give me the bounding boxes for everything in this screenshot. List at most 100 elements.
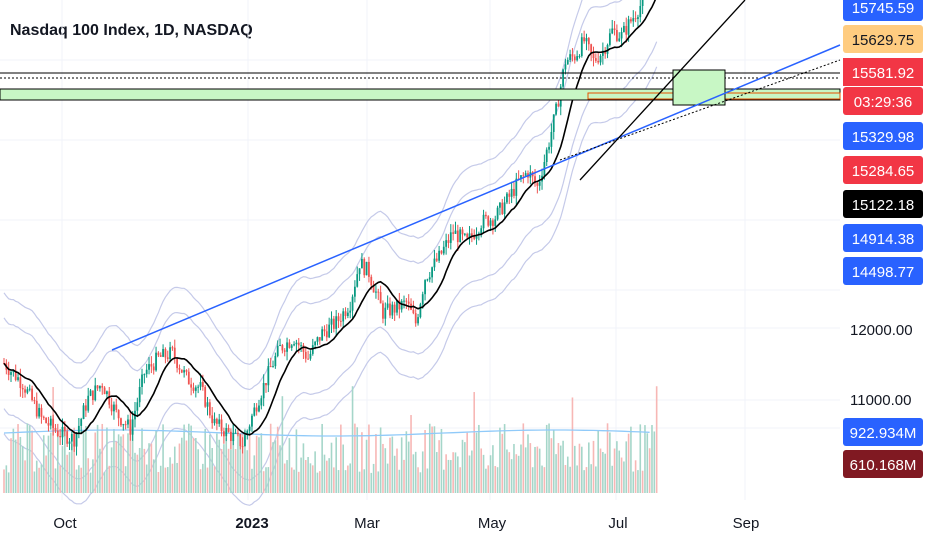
volume-bar — [248, 434, 251, 493]
candle-body — [213, 418, 216, 424]
candle-body — [157, 352, 160, 356]
candle-body — [66, 431, 69, 444]
volume-bar — [24, 460, 26, 493]
volume-bar — [26, 423, 29, 493]
price-tag — [843, 156, 923, 184]
volume-bar — [31, 430, 33, 493]
candle-body — [129, 419, 132, 435]
candle-body — [552, 114, 555, 132]
candle-body — [400, 301, 403, 310]
volume-bar — [386, 463, 389, 493]
volume-bar — [304, 460, 307, 493]
candle-body — [623, 25, 625, 33]
candle-body — [569, 54, 572, 60]
candle-body — [314, 341, 317, 346]
candle-body — [576, 56, 579, 61]
volume-bar — [265, 467, 267, 493]
volume-bar — [487, 465, 490, 493]
volume-bar — [302, 443, 305, 493]
candle-body — [379, 292, 382, 304]
price-tags: 15745.59 15629.75 15581.92 03:29:36 15329.98… — [843, 0, 923, 478]
volume-bar — [17, 424, 19, 493]
candle-body — [550, 131, 553, 147]
candle-body — [508, 193, 511, 197]
volume-bar — [101, 423, 104, 493]
volume-bar — [227, 448, 230, 493]
volume-bar — [211, 448, 213, 493]
candle-body — [183, 370, 186, 373]
volume-bar — [330, 442, 333, 493]
candle-body — [585, 38, 588, 42]
candle-body — [398, 300, 401, 310]
candle-body — [468, 233, 471, 238]
candle-body — [417, 317, 419, 324]
volume-bar — [99, 448, 101, 493]
chart-title: Nasdaq 100 Index, 1D, NASDAQ — [10, 22, 253, 39]
candle-body — [484, 214, 487, 217]
volume-bar — [559, 445, 562, 493]
candle-body — [590, 44, 593, 54]
volume-bar — [239, 434, 242, 493]
volume-bar — [375, 434, 377, 493]
candle-body — [138, 387, 141, 403]
candles — [3, 0, 644, 456]
candle-body — [164, 348, 167, 358]
price-tag — [843, 58, 923, 86]
volume-bar — [85, 425, 87, 493]
candle-body — [580, 37, 583, 57]
candle-body — [494, 219, 497, 226]
candle-body — [77, 425, 80, 433]
y-axis: 12000.00 11000.00 — [850, 322, 913, 409]
volume-bar — [478, 424, 480, 493]
candle-body — [463, 233, 466, 235]
volume-bar — [52, 387, 54, 493]
price-tag-label: 15122.18 — [852, 197, 915, 214]
volume-bar — [333, 467, 335, 493]
price-tag-label: 15745.59 — [852, 0, 915, 17]
volume-bar — [326, 460, 328, 493]
candle-body — [506, 193, 508, 203]
volume-bar — [480, 448, 483, 493]
price-tag-label: 03:29:36 — [854, 94, 912, 111]
candle-body — [386, 303, 389, 308]
volume-bar — [159, 465, 162, 493]
candle-body — [234, 432, 237, 434]
price-tag-label: 610.168M — [850, 457, 917, 474]
candle-body — [487, 216, 490, 226]
candle-body — [14, 370, 17, 380]
volume-bar — [426, 468, 429, 493]
volume-bar — [396, 448, 398, 493]
volume-bar — [489, 455, 492, 493]
candle-body — [344, 311, 347, 316]
candle-body — [545, 149, 548, 162]
volume-bar — [232, 424, 235, 493]
candle-body — [534, 176, 536, 184]
candle-body — [208, 402, 211, 416]
volume-bar — [73, 427, 75, 493]
volume-bar — [644, 425, 646, 493]
candle-body — [204, 386, 207, 407]
candle-body — [321, 329, 324, 341]
candle-body — [513, 188, 515, 196]
volume-bar — [573, 445, 576, 493]
candle-body — [99, 385, 101, 389]
volume-bar — [316, 472, 319, 493]
volume-bar — [66, 454, 68, 493]
candle-body — [332, 318, 335, 329]
volume-bar — [503, 424, 506, 493]
volume-bar — [344, 470, 347, 493]
candle-body — [230, 431, 232, 442]
volume-bar — [169, 457, 171, 493]
volume-bar — [61, 446, 64, 493]
candle-body — [38, 407, 40, 417]
candle-body — [318, 337, 321, 341]
candle-body — [148, 364, 150, 370]
volume-bar — [438, 440, 440, 493]
volume-bar — [244, 428, 246, 493]
volume-bar — [225, 437, 228, 493]
volume-bar — [204, 428, 206, 493]
candle-body — [583, 37, 586, 42]
volume-bar — [347, 465, 349, 493]
candle-body — [117, 409, 120, 419]
candle-body — [12, 370, 15, 373]
